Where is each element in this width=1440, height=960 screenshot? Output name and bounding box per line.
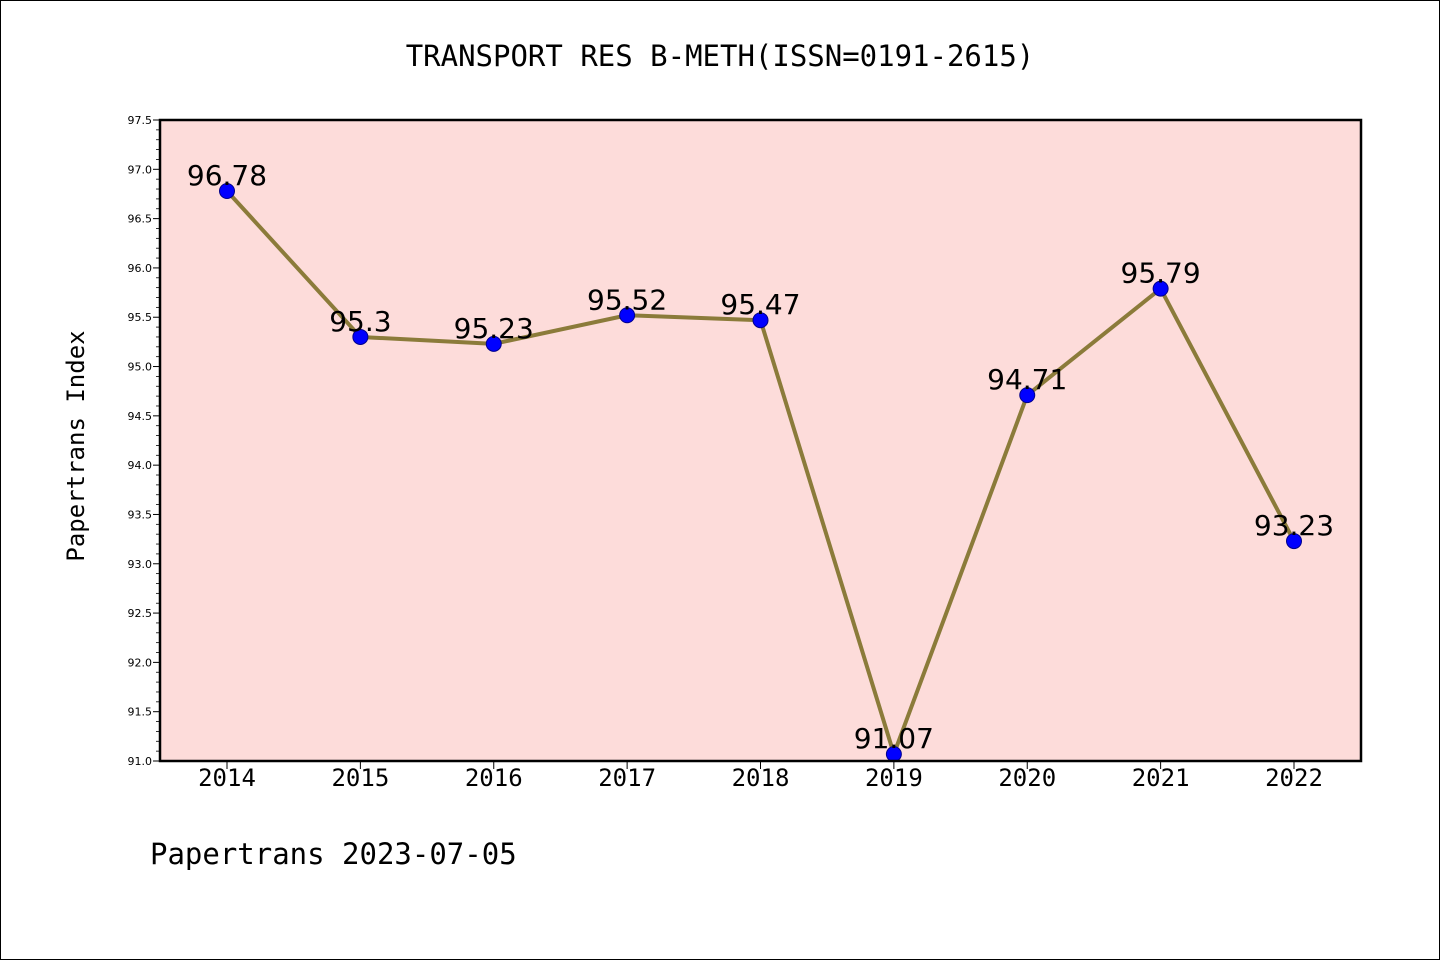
x-tick-label: 2016 <box>465 764 523 792</box>
chart-title: TRANSPORT RES B-METH(ISSN=0191-2615) <box>406 39 1035 73</box>
y-tick-label: 96.0 <box>128 262 153 275</box>
data-label: 93.23 <box>1254 509 1334 542</box>
data-label: 95.79 <box>1121 257 1201 290</box>
x-tick-label: 2020 <box>998 764 1056 792</box>
data-label: 91.07 <box>854 722 934 755</box>
y-tick-label: 91.0 <box>128 755 153 768</box>
data-point <box>1019 387 1036 404</box>
data-label: 95.52 <box>587 283 667 316</box>
data-point <box>619 307 636 324</box>
data-point <box>1286 533 1302 550</box>
data-label: 95.47 <box>720 288 800 321</box>
y-tick-label: 95.5 <box>128 311 153 324</box>
x-tick-label: 2019 <box>865 764 923 792</box>
x-tick-label: 2021 <box>1132 764 1190 792</box>
y-tick-label: 93.5 <box>128 508 153 521</box>
data-label: 96.78 <box>187 159 267 192</box>
data-label: 95.23 <box>454 312 534 345</box>
data-point <box>485 335 502 352</box>
x-tick-label: 2022 <box>1265 764 1323 792</box>
y-tick-label: 97.5 <box>128 114 153 127</box>
y-tick-label: 92.0 <box>128 656 153 669</box>
y-tick-label: 96.5 <box>128 213 153 226</box>
data-point <box>1152 280 1169 297</box>
y-tick-label: 91.5 <box>128 706 153 719</box>
footer-text: Papertrans 2023-07-05 <box>150 837 517 871</box>
y-tick-label: 94.0 <box>128 459 153 472</box>
x-tick-label: 2015 <box>331 764 389 792</box>
data-label: 95.3 <box>329 305 391 338</box>
y-tick-label: 93.0 <box>128 558 153 571</box>
y-tick-label: 95.0 <box>128 361 153 374</box>
y-axis-label: Papertrans Index <box>62 330 90 561</box>
plot-border <box>158 118 1363 763</box>
axes: 91.0 91.5 92.0 92.5 93.0 93.5 94.0 94.5 95.0 95.5… <box>128 114 1323 792</box>
data-labels: 96.78 95.3 95.23 95.52 95.47 91.07 94.71 95.79 9… <box>187 159 1334 755</box>
data-label: 94.71 <box>987 363 1067 396</box>
data-point <box>219 183 235 200</box>
data-point <box>352 328 369 345</box>
plot-area <box>160 120 1361 761</box>
y-tick-label: 92.5 <box>128 607 153 620</box>
y-tick-label: 94.5 <box>128 410 153 423</box>
x-tick-label: 2014 <box>198 764 256 792</box>
data-point <box>752 312 769 329</box>
x-tick-label: 2018 <box>732 764 790 792</box>
y-tick-label: 97.0 <box>128 163 153 176</box>
x-tick-label: 2017 <box>598 764 656 792</box>
